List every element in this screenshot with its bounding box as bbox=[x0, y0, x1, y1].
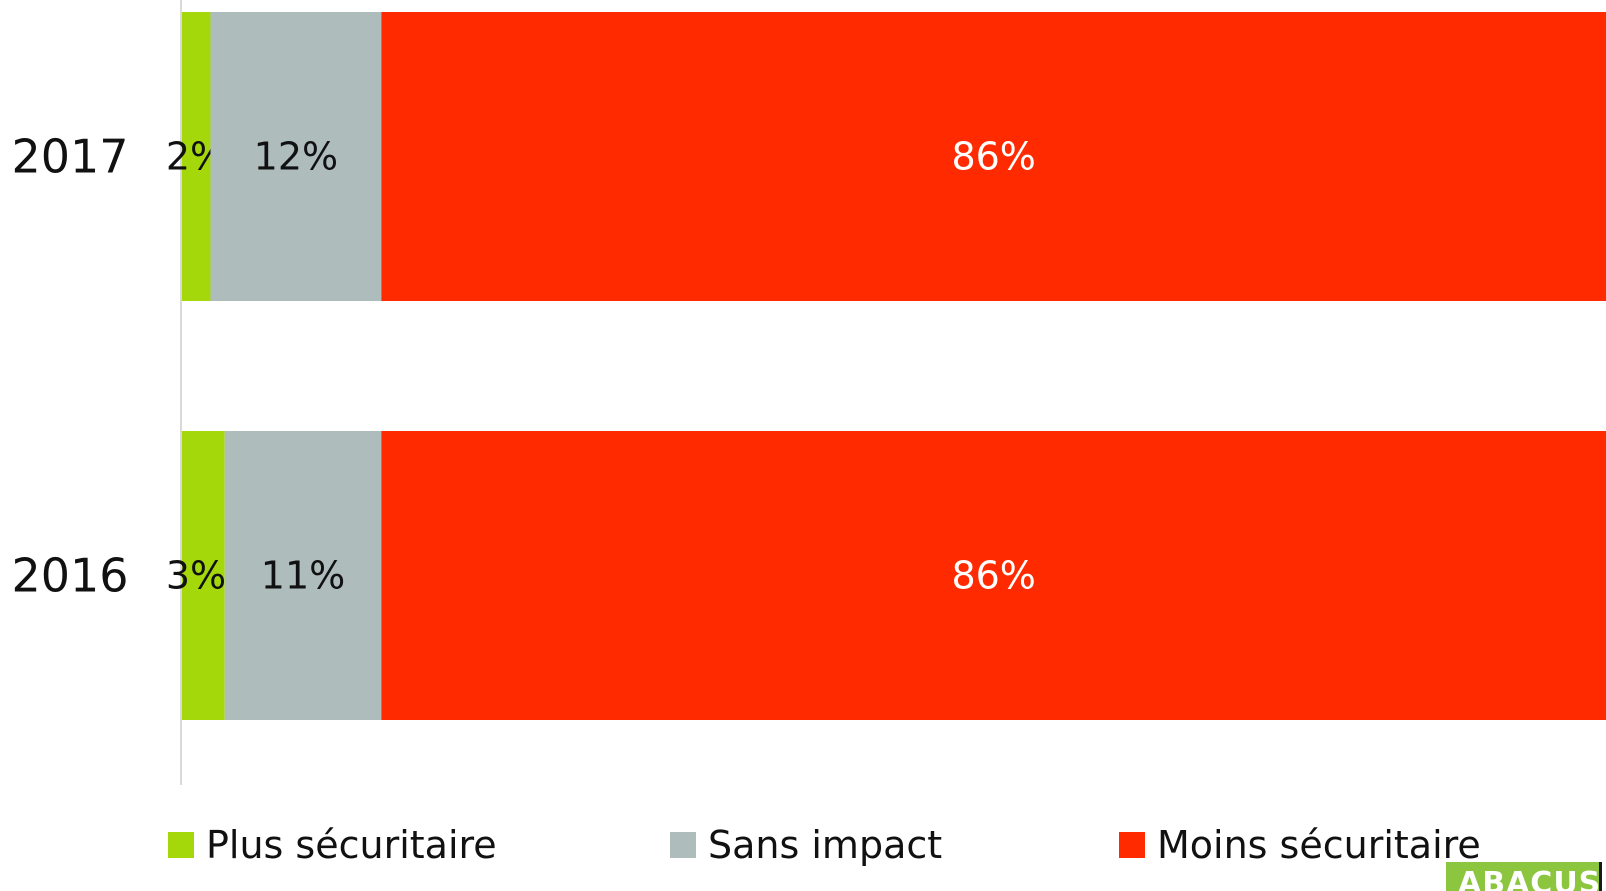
data-label-sans-impact-2016: 11% bbox=[261, 554, 345, 598]
bar-plus-securitaire-2017 bbox=[182, 12, 211, 301]
data-label-moins-securitaire-2017: 86% bbox=[951, 135, 1035, 179]
data-label-moins-securitaire-2016: 86% bbox=[951, 554, 1035, 598]
abacus-logo: ABACUS bbox=[1446, 862, 1602, 891]
data-label-plus-securitaire-2016: 3% bbox=[166, 554, 226, 598]
legend-item-moins-securitaire: Moins sécuritaire bbox=[1119, 820, 1481, 870]
category-label-2017: 2017 bbox=[11, 130, 128, 184]
abacus-logo-text: ABACUS bbox=[1458, 866, 1602, 891]
legend-item-plus-securitaire: Plus sécuritaire bbox=[168, 820, 497, 870]
legend-swatch-sans-impact bbox=[670, 832, 696, 858]
logo-edge bbox=[1599, 862, 1602, 891]
legend-swatch-moins-securitaire bbox=[1119, 832, 1145, 858]
bar-plus-securitaire-2016 bbox=[182, 431, 225, 720]
legend-item-sans-impact: Sans impact bbox=[670, 820, 942, 870]
bar-moins-securitaire-2016 bbox=[381, 431, 1606, 720]
bar-sans-impact-2016 bbox=[224, 431, 382, 720]
bar-sans-impact-2017 bbox=[210, 12, 382, 301]
chart-legend: Plus sécuritaire Sans impact Moins sécur… bbox=[0, 820, 1606, 880]
legend-label-sans-impact: Sans impact bbox=[708, 823, 943, 867]
legend-label-plus-securitaire: Plus sécuritaire bbox=[206, 823, 497, 867]
data-label-sans-impact-2017: 12% bbox=[254, 135, 338, 179]
stacked-bar-chart: 2017 2% 12% 86%2016 3% 11% 86% bbox=[11, 0, 1606, 785]
legend-label-moins-securitaire: Moins sécuritaire bbox=[1157, 823, 1481, 867]
category-label-2016: 2016 bbox=[11, 549, 128, 603]
legend-swatch-plus-securitaire bbox=[168, 832, 194, 858]
bar-moins-securitaire-2017 bbox=[381, 12, 1606, 301]
